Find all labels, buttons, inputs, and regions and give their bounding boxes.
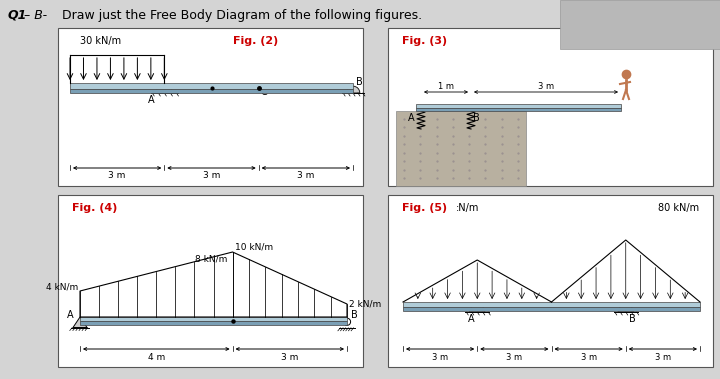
Text: 4 kN/m: 4 kN/m: [46, 282, 78, 291]
Wedge shape: [346, 86, 360, 93]
Text: 8 kN/m: 8 kN/m: [194, 255, 227, 264]
Text: 30 kN/m: 30 kN/m: [80, 36, 121, 46]
Text: 80 kN/m: 80 kN/m: [658, 203, 699, 213]
Text: :N/m: :N/m: [456, 203, 480, 213]
Bar: [58, 28, 363, 186]
Bar: [388, 28, 713, 186]
Bar: [560, 0, 720, 49]
Bar: [70, 89, 353, 93]
Wedge shape: [618, 304, 634, 312]
Text: 3 m: 3 m: [538, 82, 554, 91]
Text: Q1: Q1: [8, 9, 27, 22]
Bar: [403, 307, 700, 311]
Text: 3 m: 3 m: [203, 172, 220, 180]
Text: – B-: – B-: [24, 9, 47, 22]
Text: A: A: [68, 310, 74, 320]
Text: A: A: [408, 113, 415, 123]
Bar: [416, 108, 621, 111]
Text: 3 m: 3 m: [109, 172, 126, 180]
Text: B: B: [473, 113, 480, 123]
Wedge shape: [156, 85, 173, 93]
Text: Fig. (4): Fig. (4): [72, 203, 117, 213]
Text: 3 m: 3 m: [580, 352, 597, 362]
Bar: [403, 302, 700, 307]
Text: Fig. (2): Fig. (2): [233, 36, 278, 46]
Text: 3 m: 3 m: [654, 352, 671, 362]
Text: 3 m: 3 m: [506, 352, 523, 362]
Polygon shape: [73, 317, 87, 327]
Text: A: A: [148, 95, 154, 105]
Text: B: B: [351, 310, 358, 320]
Text: Fig. (5): Fig. (5): [402, 203, 447, 213]
Text: B: B: [629, 314, 636, 324]
Text: 3 m: 3 m: [297, 172, 315, 180]
Text: 1 m: 1 m: [438, 82, 454, 91]
Text: 10 kN/m: 10 kN/m: [235, 242, 273, 251]
Text: 4 m: 4 m: [148, 352, 165, 362]
Text: A: A: [468, 314, 474, 324]
Bar: [396, 111, 526, 186]
Text: 3 m: 3 m: [432, 352, 448, 362]
Text: 3 m: 3 m: [281, 352, 299, 362]
Text: 2 kN/m: 2 kN/m: [349, 299, 382, 309]
Bar: [80, 317, 347, 321]
Bar: [80, 321, 347, 325]
Text: Fig. (3): Fig. (3): [402, 36, 447, 46]
Text: Draw just the Free Body Diagram of the following figures.: Draw just the Free Body Diagram of the f…: [58, 9, 422, 22]
Text: B: B: [356, 77, 363, 87]
Text: C: C: [261, 87, 267, 97]
Bar: [416, 104, 621, 108]
Bar: [388, 195, 713, 367]
Wedge shape: [469, 304, 485, 312]
Circle shape: [343, 318, 351, 326]
Bar: [70, 83, 353, 89]
Bar: [58, 195, 363, 367]
